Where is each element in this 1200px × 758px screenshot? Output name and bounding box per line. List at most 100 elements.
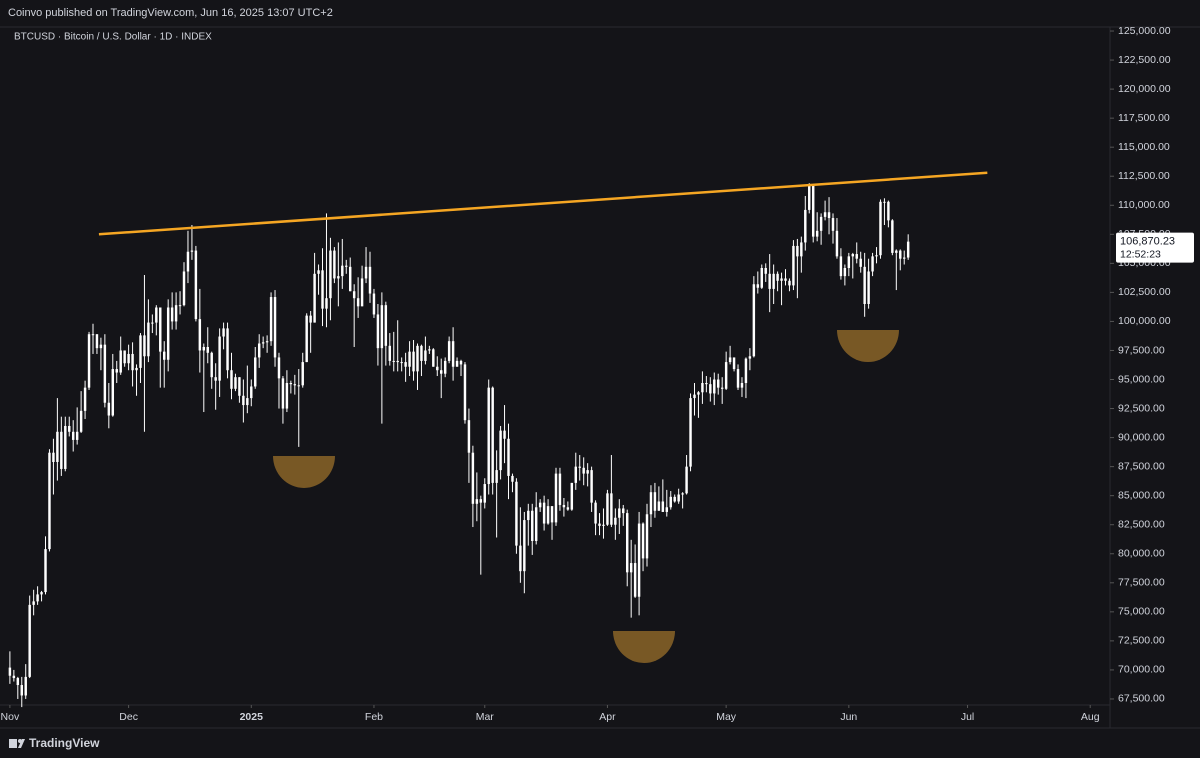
candle-body xyxy=(906,241,910,258)
candle-body xyxy=(194,250,198,320)
candle-body xyxy=(143,335,146,357)
y-tick-label: 70,000.00 xyxy=(1118,664,1165,676)
candle-body xyxy=(75,431,79,440)
candle-body xyxy=(602,524,605,526)
candle-body xyxy=(95,334,99,349)
candle-body xyxy=(392,360,395,362)
y-tick-label: 92,500.00 xyxy=(1118,402,1165,414)
candle-body xyxy=(744,358,748,383)
countdown-label: 12:52:23 xyxy=(1120,248,1161,260)
candle-body xyxy=(542,502,546,524)
candle-body xyxy=(895,250,898,253)
candle-body xyxy=(28,604,31,677)
candle-body xyxy=(352,291,356,299)
candle-body xyxy=(210,352,213,378)
x-tick-label: Jul xyxy=(961,711,974,723)
candle-body xyxy=(772,273,775,289)
candle-body xyxy=(859,258,862,267)
candle-body xyxy=(499,430,502,471)
candle-body xyxy=(713,379,716,394)
publisher-line: Coinvo published on TradingView.com, Jun… xyxy=(8,7,333,19)
last-price-box xyxy=(1116,232,1194,263)
candle-body xyxy=(436,366,439,371)
candle-body xyxy=(887,201,890,221)
candle-body xyxy=(234,377,237,389)
candle-body xyxy=(835,230,839,257)
candle-body xyxy=(780,278,783,281)
y-tick-label: 67,500.00 xyxy=(1118,693,1165,705)
candle-body xyxy=(206,346,209,353)
candle-body xyxy=(79,410,83,432)
candle-body xyxy=(796,245,799,257)
candle-body xyxy=(669,496,672,508)
candle-body xyxy=(396,360,399,363)
candle-body xyxy=(226,328,229,371)
candle-body xyxy=(356,298,360,307)
candle-body xyxy=(578,466,581,468)
candle-body xyxy=(32,601,35,605)
candle-body xyxy=(218,336,221,381)
y-tick-label: 117,500.00 xyxy=(1118,112,1170,124)
candle-body xyxy=(364,266,368,279)
logo-mark xyxy=(9,739,17,748)
candle-body xyxy=(622,508,625,514)
y-tick-label: 82,500.00 xyxy=(1118,518,1165,530)
candle-body xyxy=(404,362,407,367)
candle-body xyxy=(483,484,486,503)
candle-body xyxy=(139,335,142,368)
candle-body xyxy=(119,350,122,373)
x-tick-label: Nov xyxy=(1,711,20,723)
candle-body xyxy=(432,349,435,367)
candle-body xyxy=(368,266,372,294)
candle-body xyxy=(170,307,174,322)
candle-body xyxy=(732,357,736,370)
candle-body xyxy=(91,334,95,336)
candle-body xyxy=(709,384,712,394)
candle-body xyxy=(111,369,115,416)
candle-body xyxy=(748,356,752,359)
candle-body xyxy=(384,305,388,346)
candle-body xyxy=(653,492,657,511)
footer-logo xyxy=(9,739,25,748)
candle-body xyxy=(618,508,621,518)
bowl-annotation xyxy=(837,330,899,362)
candle-body xyxy=(202,346,206,351)
candle-body xyxy=(847,256,851,268)
candle-body xyxy=(586,470,589,474)
candle-body xyxy=(685,466,688,494)
candle-body xyxy=(48,452,51,550)
candle-body xyxy=(182,271,186,306)
candle-body xyxy=(317,270,320,274)
candle-body xyxy=(594,502,597,524)
candle-body xyxy=(503,430,506,439)
candle-body xyxy=(107,402,111,416)
candle-body xyxy=(550,506,554,523)
footer-brand: TradingView xyxy=(29,736,100,750)
candle-body xyxy=(12,675,16,679)
candle-body xyxy=(123,350,126,364)
candle-body xyxy=(147,322,150,357)
candle-body xyxy=(372,293,376,315)
x-tick-label: Mar xyxy=(476,711,495,723)
candle-body xyxy=(681,493,684,495)
candle-body xyxy=(238,377,241,396)
candle-body xyxy=(855,254,858,259)
y-tick-label: 115,000.00 xyxy=(1118,141,1170,153)
candle-body xyxy=(408,351,411,367)
candle-body xyxy=(198,319,202,351)
symbol-title: BTCUSD · Bitcoin / U.S. Dollar · 1D · IN… xyxy=(14,32,212,43)
candle-body xyxy=(463,364,467,421)
candle-body xyxy=(610,493,613,525)
x-tick-label: Feb xyxy=(365,711,383,723)
candle-body xyxy=(230,370,233,389)
candle-body xyxy=(827,212,831,219)
candle-body xyxy=(293,384,297,386)
candle-body xyxy=(800,242,803,257)
candle-body xyxy=(784,278,787,281)
y-tick-label: 75,000.00 xyxy=(1118,606,1165,618)
candle-body xyxy=(447,341,451,361)
candle-body xyxy=(519,545,522,572)
candle-body xyxy=(538,502,542,508)
candle-body xyxy=(345,265,348,267)
candle-body xyxy=(440,370,443,374)
